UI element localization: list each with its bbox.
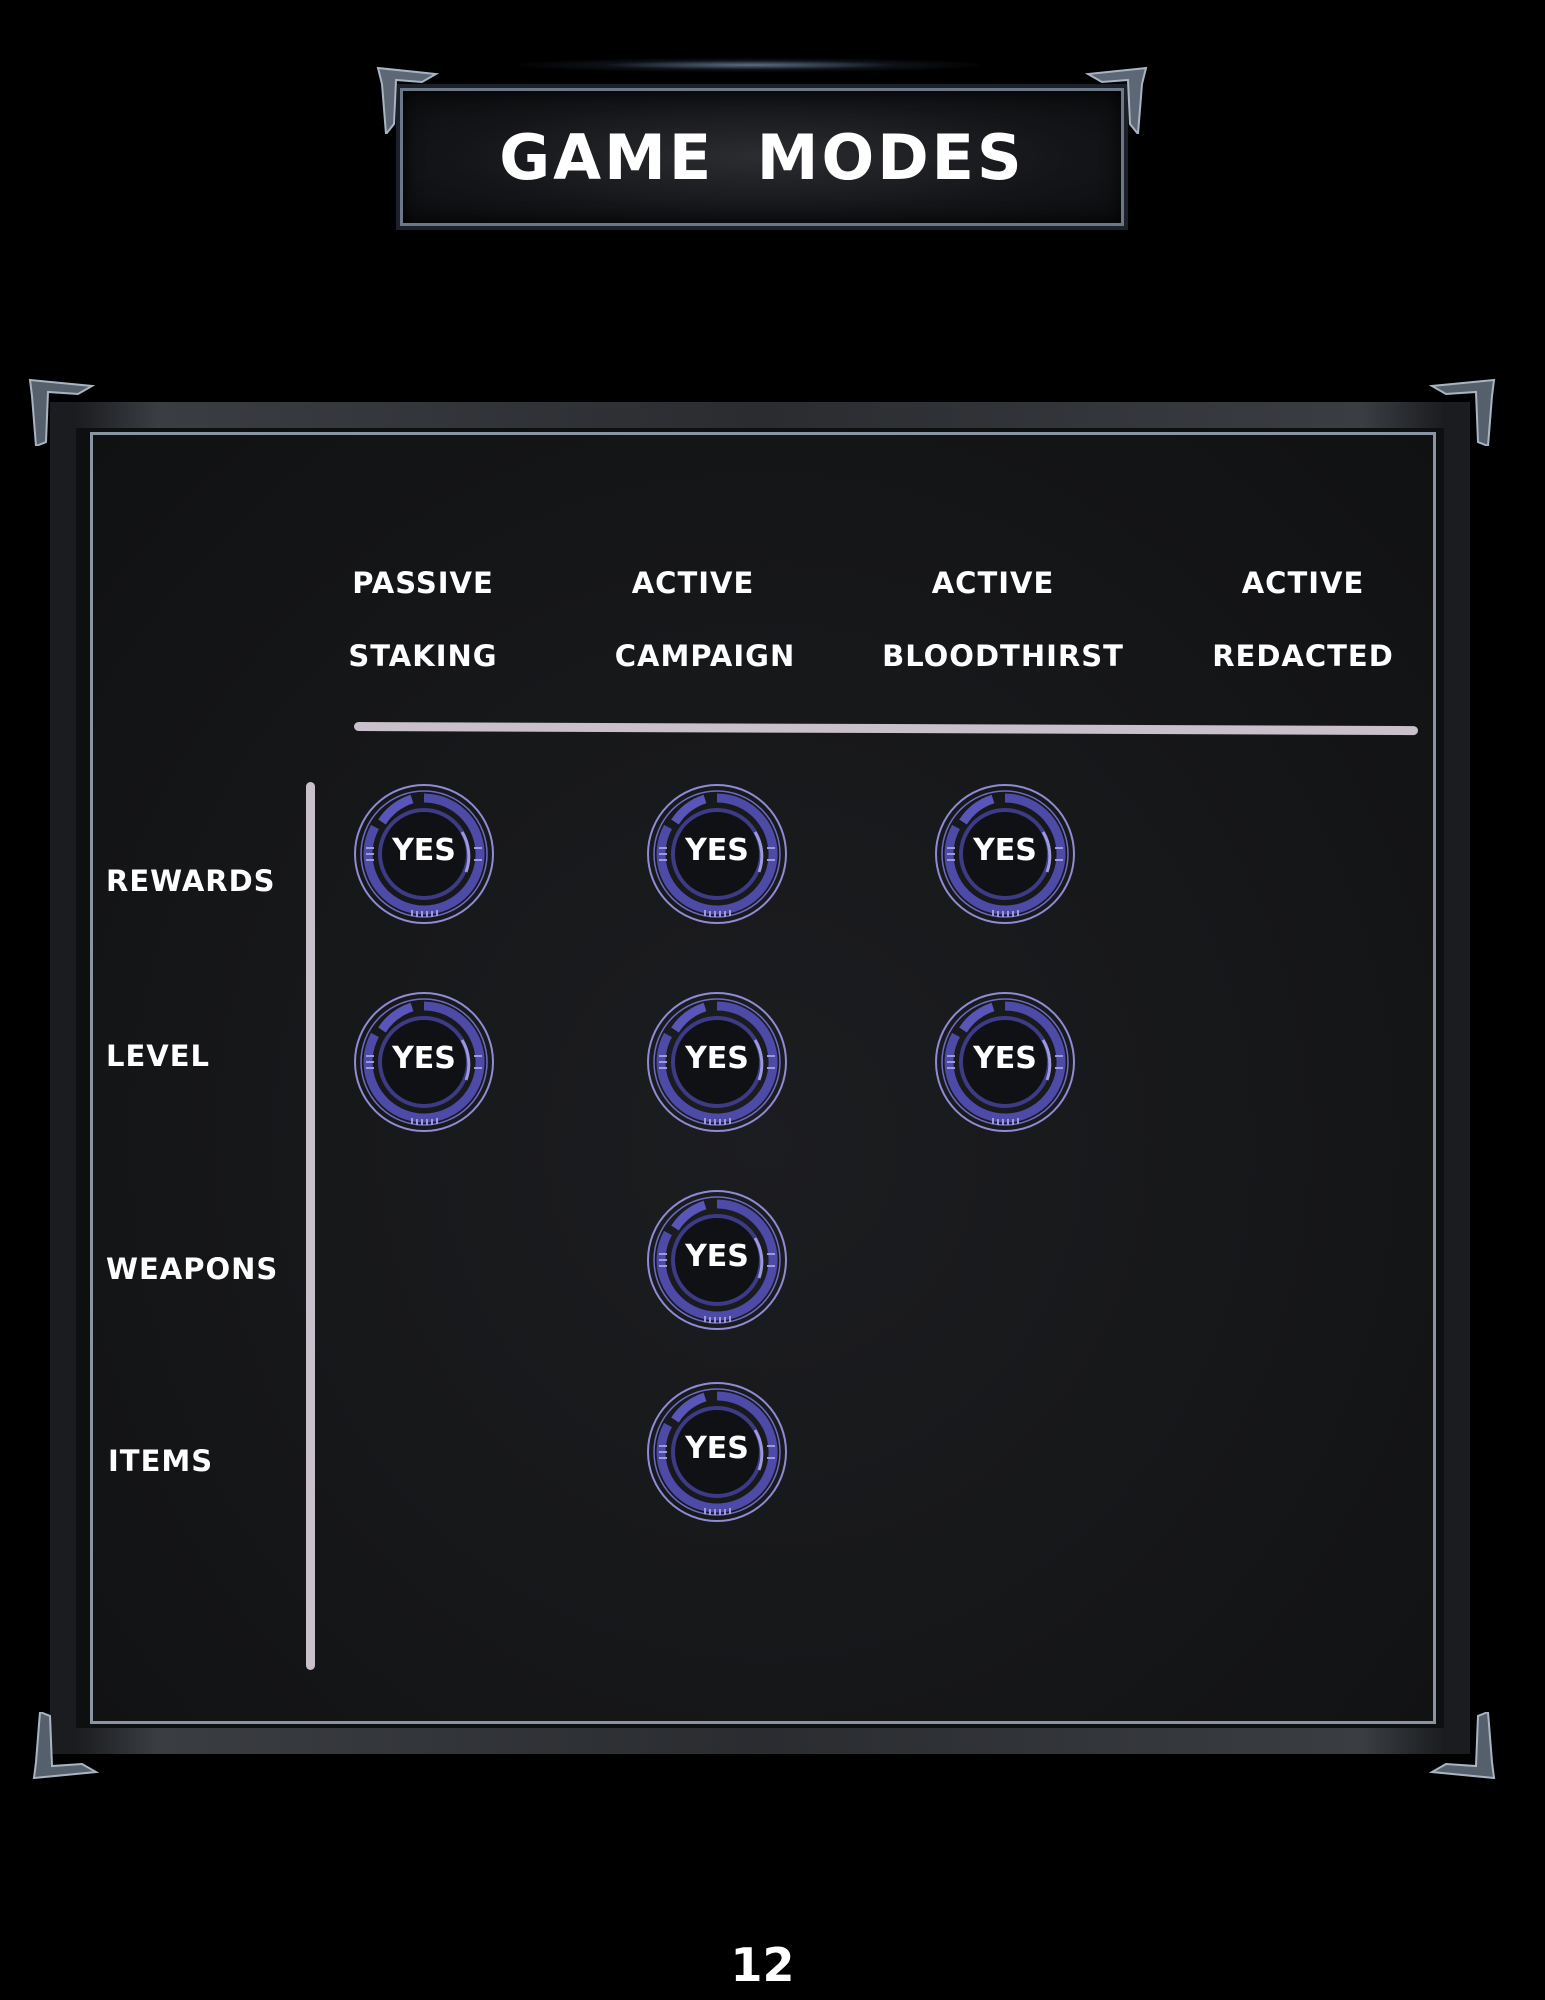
title-banner: GAME MODES <box>396 84 1128 230</box>
corner-ornament-icon <box>32 1712 100 1780</box>
yes-badge: YES <box>352 782 496 926</box>
corner-ornament-icon <box>376 66 440 134</box>
corner-ornament-icon <box>1428 378 1496 446</box>
column-header-line2: CAMPAIGN <box>614 639 796 673</box>
badge-label: YES <box>973 1040 1037 1076</box>
column-header-line1: PASSIVE <box>352 566 494 600</box>
badge-label: YES <box>392 832 456 868</box>
hud-ring-icon <box>647 992 787 1132</box>
row-label-level: LEVEL <box>106 1039 211 1073</box>
badge-label: YES <box>973 832 1037 868</box>
corner-ornament-icon <box>1428 1712 1496 1780</box>
column-header-line1: ACTIVE <box>931 566 1055 600</box>
page-number: 12 <box>730 1938 795 1992</box>
column-header-active-redacted: ACTIVE REDACTED <box>1153 547 1453 693</box>
column-header-line2: REDACTED <box>1212 639 1394 673</box>
column-header-active-campaign: ACTIVE CAMPAIGN <box>555 547 855 693</box>
hud-ring-icon <box>647 1382 787 1522</box>
badge-label: YES <box>392 1040 456 1076</box>
badge-label: YES <box>685 1238 749 1274</box>
corner-ornament-icon <box>1084 66 1148 134</box>
column-header-active-bloodthirst: ACTIVE BLOODTHIRST <box>853 547 1153 693</box>
hud-ring-icon <box>647 784 787 924</box>
yes-badge: YES <box>645 782 789 926</box>
badge-label: YES <box>685 1040 749 1076</box>
column-header-passive-staking: PASSIVE STAKING <box>273 547 573 693</box>
hud-ring-icon <box>647 1190 787 1330</box>
hud-ring-icon <box>354 992 494 1132</box>
yes-badge: YES <box>352 990 496 1134</box>
row-divider <box>306 782 315 1670</box>
row-label-weapons: WEAPONS <box>106 1252 279 1286</box>
yes-badge: YES <box>645 990 789 1134</box>
hud-ring-icon <box>354 784 494 924</box>
column-header-line2: STAKING <box>348 639 498 673</box>
badge-label: YES <box>685 1430 749 1466</box>
column-header-line1: ACTIVE <box>1241 566 1365 600</box>
hud-ring-icon <box>935 992 1075 1132</box>
page-title: GAME MODES <box>499 120 1025 194</box>
corner-ornament-icon <box>28 378 96 446</box>
row-label-rewards: REWARDS <box>106 864 276 898</box>
title-glow <box>520 58 980 72</box>
yes-badge: YES <box>645 1188 789 1332</box>
hud-ring-icon <box>935 784 1075 924</box>
yes-badge: YES <box>933 990 1077 1134</box>
row-label-items: ITEMS <box>108 1444 214 1478</box>
column-header-line2: BLOODTHIRST <box>882 639 1124 673</box>
yes-badge: YES <box>645 1380 789 1524</box>
column-header-line1: ACTIVE <box>631 566 755 600</box>
badge-label: YES <box>685 832 749 868</box>
yes-badge: YES <box>933 782 1077 926</box>
